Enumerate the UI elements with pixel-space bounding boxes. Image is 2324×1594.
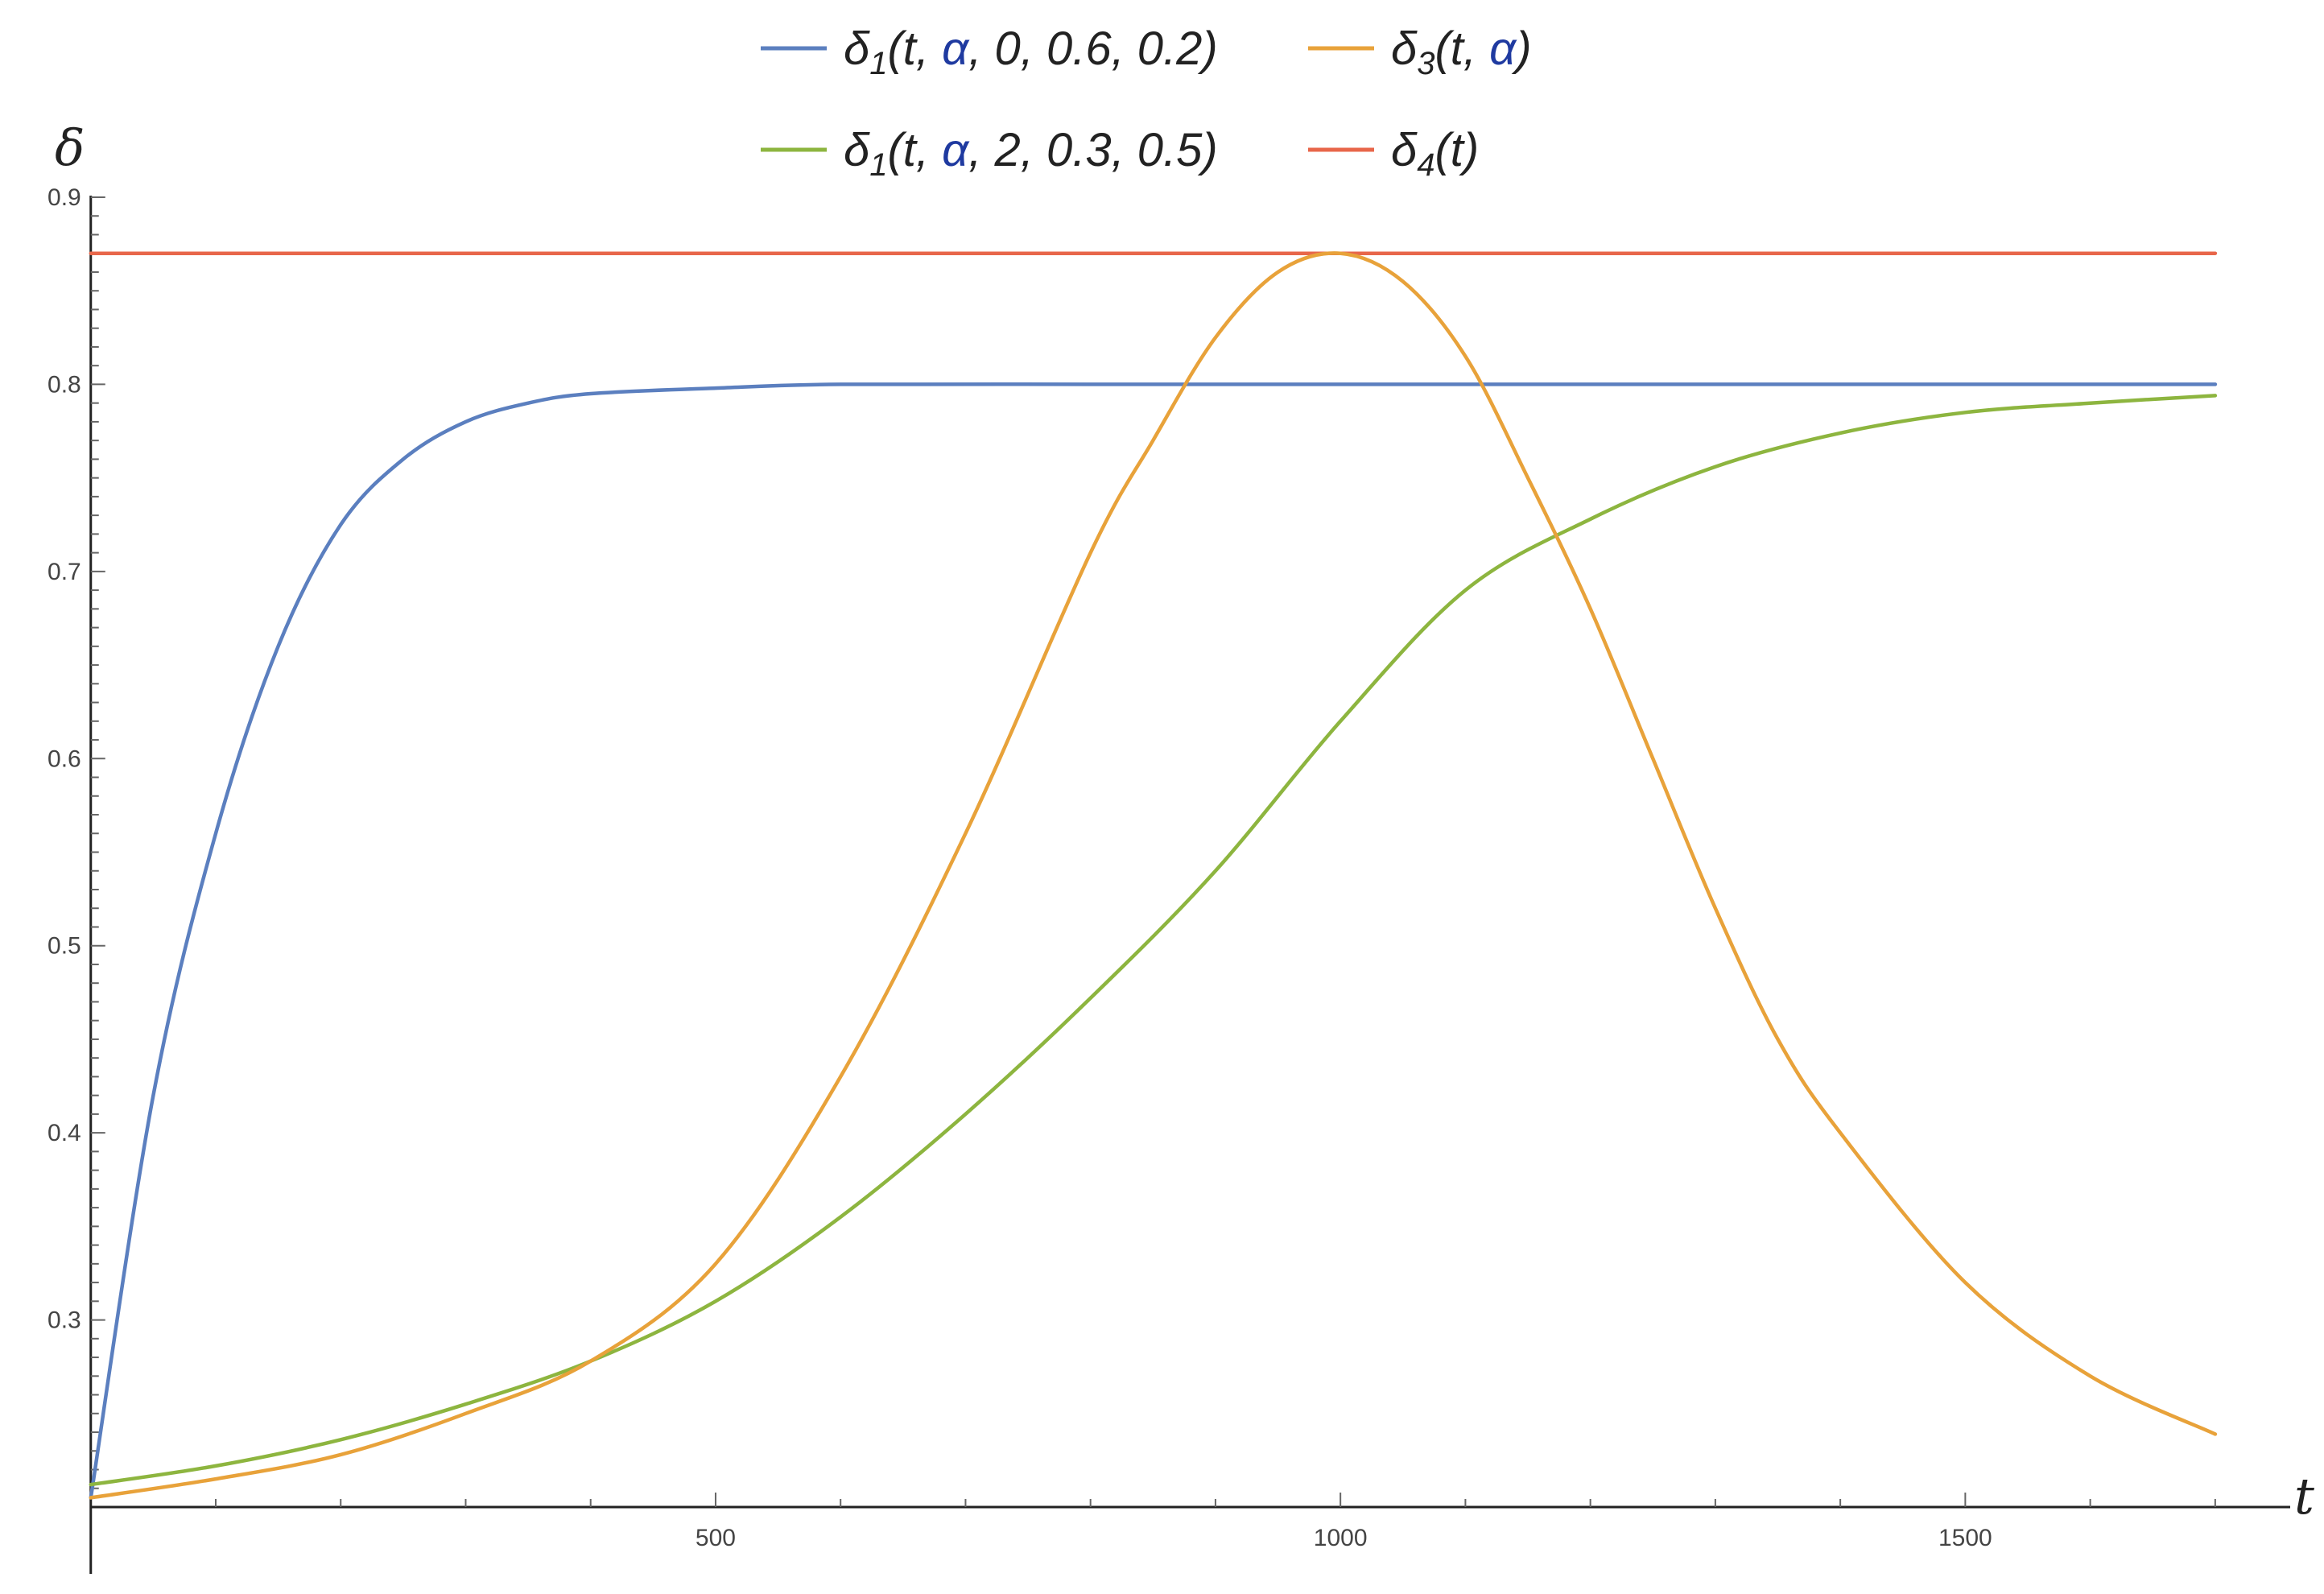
y-axis-label: δ xyxy=(55,118,85,177)
series-line-3 xyxy=(89,394,2218,1487)
x-tick-label: 1000 xyxy=(1314,1525,1368,1551)
legend-item-1: δ1(t, α, 0, 0.6, 0.2) xyxy=(761,23,1218,81)
x-axis-label: t xyxy=(2294,1467,2314,1526)
legend-item-3: δ1(t, α, 2, 0.3, 0.5) xyxy=(761,124,1218,183)
y-tick-label: 0.4 xyxy=(47,1120,81,1146)
legend-item-4: δ4(t) xyxy=(1308,124,1479,183)
x-tick-label: 500 xyxy=(696,1525,736,1551)
legend-label: δ1(t, α, 2, 0.3, 0.5) xyxy=(844,124,1218,183)
legend-item-2: δ3(t, α) xyxy=(1308,23,1532,81)
legend-label: δ1(t, α, 0, 0.6, 0.2) xyxy=(844,23,1218,81)
y-tick-label: 0.7 xyxy=(47,559,81,585)
legend: δ1(t, α, 0, 0.6, 0.2) δ3(t, α) δ1(t, α, 2,… xyxy=(761,23,1532,183)
x-tick-label: 1500 xyxy=(1938,1525,1992,1551)
series-line-2 xyxy=(89,251,2218,1500)
series-line-1 xyxy=(89,382,2218,1500)
y-tick-label: 0.3 xyxy=(47,1307,81,1334)
y-tick-label: 0.6 xyxy=(47,745,81,772)
y-tick-label: 0.9 xyxy=(47,184,81,211)
y-tick-label: 0.8 xyxy=(47,371,81,398)
legend-label: δ3(t, α) xyxy=(1391,23,1532,81)
axis-ticks: 500 1000 1500 0.3 0.4 0.5 0.6 0.7 0.8 0.9 xyxy=(47,184,2216,1551)
y-tick-label: 0.5 xyxy=(47,933,81,960)
legend-label: δ4(t) xyxy=(1391,124,1479,183)
plot-area xyxy=(89,251,2218,1500)
axes xyxy=(89,196,2290,1574)
